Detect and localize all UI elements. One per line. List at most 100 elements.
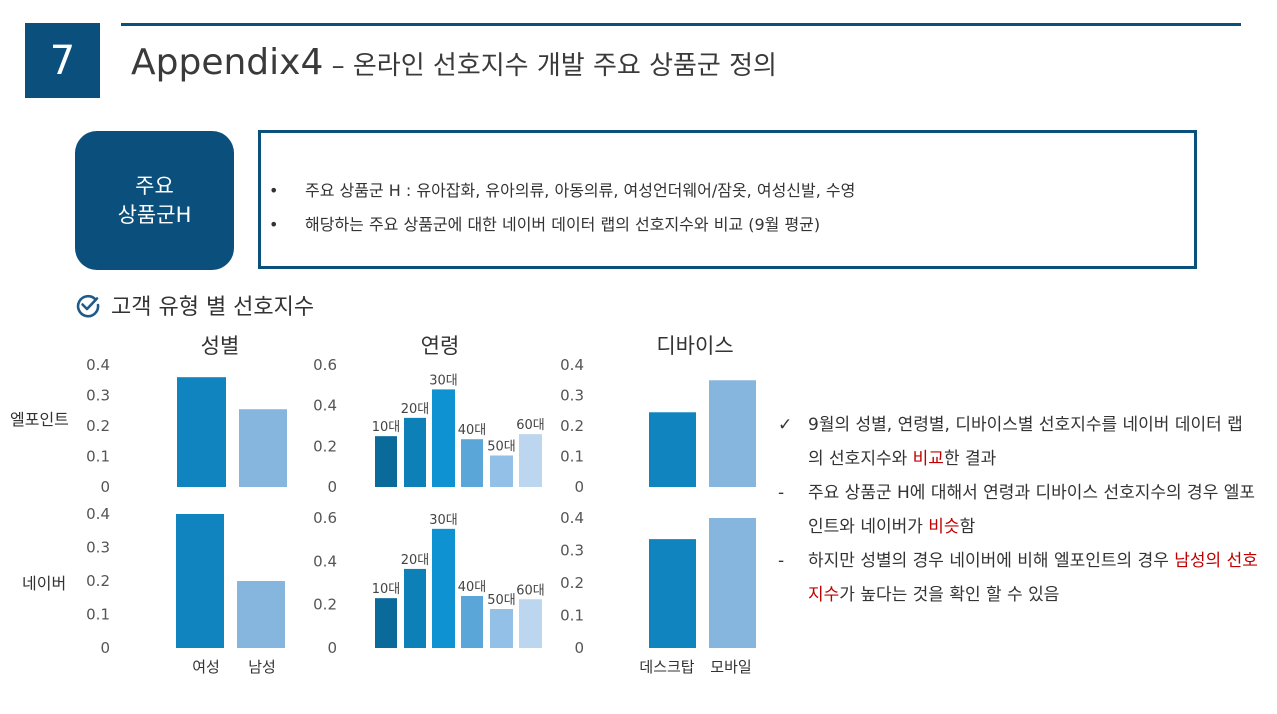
bar-age-naver-4 [490,609,513,648]
note-dash: - [778,483,785,503]
bar-device-lpoint-0 [649,412,696,487]
note-text: 주요 상품군 H에 대해서 연령과 디바이스 선호지수의 경우 엘포인트와 네이… [808,483,1255,537]
info-bullet-text: 주요 상품군 H : 유아잡화, 유아의류, 아동의류, 여성언더웨어/잠옷, … [305,181,856,200]
note-item: - 하지만 성별의 경우 네이버에 비해 엘포인트의 경우 남성의 선호지수가 높… [778,544,1258,612]
title-main: Appendix4 [131,42,324,83]
bar-age-lpoint-2 [432,389,455,487]
note-dash: - [778,551,785,571]
bar-age-lpoint-0 [375,436,397,487]
bar-age-lpoint-4 [490,455,513,487]
note-highlight: 비교 [912,449,944,469]
bar-device-naver-1 [709,518,756,648]
note-segment: 9월의 성별, 연령별, 디바이스별 선호지수를 네이버 데이터 랩의 선호지수… [808,415,1243,469]
y-tick-label: 0.2 [313,596,337,614]
category-line1: 주요 [135,173,174,198]
y-tick-label: 0.1 [560,448,584,466]
y-tick-label: 0.4 [560,509,584,527]
category-badge: 주요 상품군H [75,131,234,270]
y-tick-label: 0.4 [313,552,337,570]
bar-category-label: 10대 [372,582,401,597]
x-label-male: 남성 [248,658,276,676]
bar-age-naver-3 [461,596,483,648]
y-tick-label: 0 [100,639,110,657]
bar-gender-naver-1 [237,581,285,648]
bar-category-label: 60대 [516,418,545,433]
y-tick-label: 0 [100,478,110,496]
bar-age-naver-2 [432,528,455,648]
y-tick-label: 0.1 [86,448,110,466]
note-highlight: 비슷 [928,517,960,537]
notes-panel: ✓ 9월의 성별, 연령별, 디바이스별 선호지수를 네이버 데이터 랩의 선호지… [778,408,1258,612]
note-segment: 가 높다는 것을 확인 할 수 있음 [839,585,1060,605]
y-tick-label: 0.2 [560,417,584,435]
section-number-badge: 7 [25,23,100,98]
bar-category-label: 60대 [516,583,545,598]
chart-title-gender: 성별 [200,334,240,358]
bar-category-label: 10대 [372,420,401,435]
bar-category-label: 30대 [429,513,458,528]
bar-age-naver-1 [404,568,426,648]
row-label-naver: 네이버 [22,574,67,593]
bar-device-naver-0 [649,539,696,648]
bar-age-lpoint-3 [461,439,483,487]
y-tick-label: 0.3 [86,387,110,405]
y-tick-label: 0.4 [86,505,110,523]
y-tick-label: 0.3 [560,542,584,560]
note-item: ✓ 9월의 성별, 연령별, 디바이스별 선호지수를 네이버 데이터 랩의 선호지… [778,408,1258,476]
header-divider [121,23,1241,26]
section-heading: 고객 유형 별 선호지수 [75,289,314,321]
y-tick-label: 0.1 [86,606,110,624]
bar-category-label: 20대 [401,402,430,417]
note-highlight: 남성의 선호지수 [808,551,1258,605]
bar-age-lpoint-5 [519,434,542,487]
bullet-dot: • [269,181,279,200]
y-tick-label: 0 [574,639,584,657]
check-circle-icon [76,294,100,318]
bar-device-lpoint-1 [709,380,756,487]
y-tick-label: 0.2 [313,437,337,455]
y-tick-label: 0.2 [86,417,110,435]
y-tick-label: 0.4 [86,356,110,374]
y-tick-label: 0 [327,478,337,496]
y-tick-label: 0.2 [86,572,110,590]
info-bullet: • 해당하는 주요 상품군에 대한 네이버 데이터 랩의 선호지수와 비교 (9월… [269,211,820,235]
y-tick-label: 0.3 [86,539,110,557]
section-title: 고객 유형 별 선호지수 [111,295,315,320]
bar-age-lpoint-1 [404,417,426,487]
note-item: - 주요 상품군 H에 대해서 연령과 디바이스 선호지수의 경우 엘포인트와 네… [778,476,1258,544]
row-label-lpoint: 엘포인트 [10,410,69,429]
note-text: 하지만 성별의 경우 네이버에 비해 엘포인트의 경우 남성의 선호지수가 높다… [808,551,1258,605]
note-text: 9월의 성별, 연령별, 디바이스별 선호지수를 네이버 데이터 랩의 선호지수… [808,415,1243,469]
y-tick-label: 0.4 [560,356,584,374]
bar-category-label: 40대 [458,423,487,438]
y-tick-label: 0.4 [313,397,337,415]
y-tick-label: 0.6 [313,509,337,527]
category-line2: 상품군H [117,202,192,227]
note-segment: 한 결과 [943,449,997,469]
chart-title-age: 연령 [420,334,460,358]
y-tick-label: 0.2 [560,574,584,592]
y-tick-label: 0 [574,478,584,496]
bar-category-label: 50대 [487,593,516,608]
bar-gender-lpoint-0 [177,377,226,487]
note-segment: 주요 상품군 H에 대해서 연령과 디바이스 선호지수의 경우 엘포인트와 네이… [808,483,1256,537]
info-box: • 주요 상품군 H : 유아잡화, 유아의류, 아동의류, 여성언더웨어/잠옷,… [258,130,1197,269]
bar-gender-naver-0 [176,514,224,648]
page-title: Appendix4 – 온라인 선호지수 개발 주요 상품군 정의 [131,42,777,83]
info-bullet-text: 해당하는 주요 상품군에 대한 네이버 데이터 랩의 선호지수와 비교 (9월 … [305,215,821,234]
y-tick-label: 0.3 [560,387,584,405]
note-segment: 하지만 성별의 경우 네이버에 비해 엘포인트의 경우 [808,551,1175,571]
y-tick-label: 0 [327,639,337,657]
bar-gender-lpoint-1 [239,409,287,487]
note-segment: 함 [959,517,976,537]
note-check-icon: ✓ [778,415,793,435]
info-bullet: • 주요 상품군 H : 유아잡화, 유아의류, 아동의류, 여성언더웨어/잠옷,… [269,177,855,201]
bar-category-label: 50대 [487,439,516,454]
y-tick-label: 0.1 [560,607,584,625]
bar-category-label: 30대 [429,373,458,388]
bullet-dot: • [269,215,279,234]
bar-category-label: 40대 [458,580,487,595]
title-sub: – 온라인 선호지수 개발 주요 상품군 정의 [323,51,777,81]
chart-title-device: 디바이스 [656,334,734,358]
y-tick-label: 0.6 [313,356,337,374]
